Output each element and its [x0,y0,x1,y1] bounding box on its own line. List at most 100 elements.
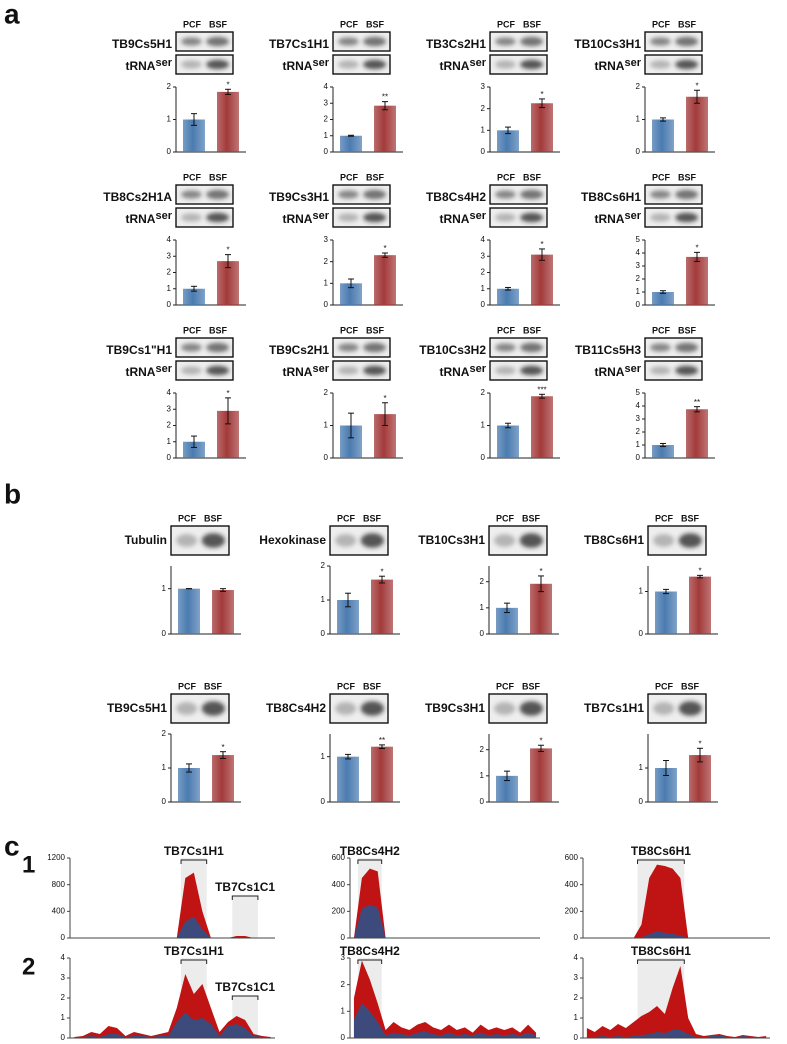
y-tick-label: 4 [574,953,579,962]
band [360,701,384,716]
y-tick-label: 0 [162,629,167,638]
category-label: BSF [209,172,228,182]
significance: * [698,566,701,575]
chart-title: Tubulin [125,533,167,547]
blot [489,337,548,358]
band [495,343,516,352]
y-tick-label: 0 [481,453,486,462]
bar [178,768,200,802]
y-tick-label: 0 [321,797,326,806]
category-label: BSF [366,172,385,182]
band [201,701,225,716]
bar [183,441,205,458]
blot [175,360,234,381]
y-tick-label: 3 [324,235,329,244]
band [675,36,699,47]
region-label: TB8Cs4H2 [340,944,400,958]
region-label: TB7Cs1C1 [215,980,275,994]
blot-label-sup: ser [155,57,172,69]
band [363,365,387,376]
band [495,213,516,222]
blot [644,207,703,228]
blot [332,184,391,205]
y-tick-label: 0 [324,300,329,309]
band [206,342,230,353]
y-tick-label: 2 [167,82,172,91]
blot-label-main: tRNA [439,212,469,226]
y-tick-label: 1 [481,421,486,430]
band [650,190,671,199]
chart-title: Hexokinase [259,533,326,547]
chart-title: TB7Cs1H1 [269,37,329,51]
panel-label: c [4,830,20,861]
blot-label-main: tRNA [125,59,155,73]
band [206,212,230,223]
significance: * [221,743,224,752]
band [338,343,359,352]
bar [371,746,393,802]
blot-label-main: tRNA [282,365,312,379]
y-tick-label: 0 [167,147,172,156]
y-tick-label: 2 [162,729,167,738]
bar [212,590,234,634]
blot-label-sup: ser [624,210,641,222]
y-tick-label: 0 [324,147,329,156]
category-label: BSF [522,513,541,523]
y-tick-label: 0 [636,453,641,462]
bar [340,135,362,152]
significance: * [539,736,542,745]
blot-label: tRNAser [125,363,172,379]
y-tick-label: 0 [481,300,486,309]
category-label: BSF [204,513,223,523]
y-tick-label: 1 [324,421,329,430]
y-tick-label: 3 [167,251,172,260]
significance: *** [537,385,546,394]
bar [217,261,239,305]
category-label: PCF [497,19,516,29]
area [74,974,271,1038]
bracket [637,959,685,964]
y-tick-label: 2 [341,980,346,989]
significance: * [383,394,386,403]
category-label: BSF [522,681,541,691]
bar [217,410,239,458]
bar [686,409,708,458]
y-tick-label: 0 [324,453,329,462]
bar [689,576,711,634]
y-tick-label: 3 [61,973,66,982]
bracket [231,995,259,1000]
bracket [180,859,208,864]
bar [530,748,552,802]
blot-label-main: tRNA [439,365,469,379]
y-tick-label: 0 [480,797,485,806]
category-label: PCF [496,681,515,691]
category-label: BSF [523,19,542,29]
band [653,534,675,547]
y-tick-label: 400 [52,906,66,915]
y-tick-label: 3 [167,404,172,413]
chart-title: TB10Cs3H1 [574,37,641,51]
bar [337,756,359,802]
area [353,1003,537,1038]
y-tick-label: 1 [574,1013,579,1022]
band [338,366,359,375]
band [650,213,671,222]
y-tick-label: 4 [61,953,66,962]
y-tick-label: 2 [636,274,641,283]
band [678,701,702,716]
blot [332,207,391,228]
band [494,702,516,715]
y-tick-label: 4 [636,248,641,257]
region [232,896,258,938]
chart-title: TB9Cs5H1 [112,37,172,51]
blot [644,337,703,358]
category-label: PCF [497,325,516,335]
significance: * [226,389,229,398]
category-label: PCF [178,681,197,691]
band [650,343,671,352]
panel-label: 2 [22,953,35,980]
blot-label-sup: ser [155,210,172,222]
y-tick-label: 0 [480,629,485,638]
band [653,702,675,715]
